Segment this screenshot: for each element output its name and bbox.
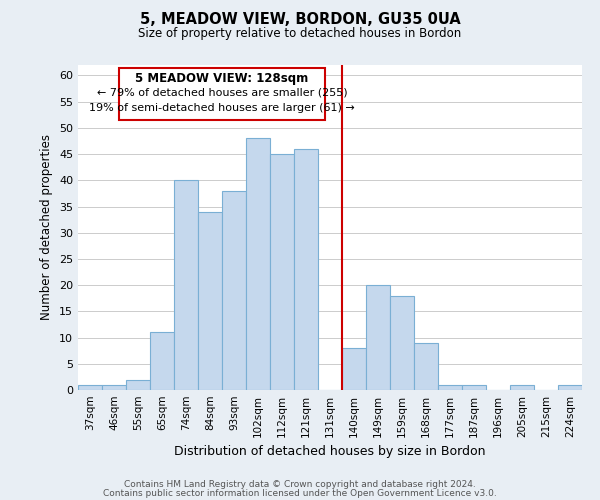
Bar	[246, 138, 270, 390]
Bar	[438, 385, 462, 390]
Bar	[222, 191, 246, 390]
Bar	[102, 385, 126, 390]
Text: ← 79% of detached houses are smaller (255): ← 79% of detached houses are smaller (25…	[97, 88, 347, 98]
Text: 5, MEADOW VIEW, BORDON, GU35 0UA: 5, MEADOW VIEW, BORDON, GU35 0UA	[140, 12, 460, 28]
Bar	[558, 385, 582, 390]
Bar	[126, 380, 150, 390]
Bar	[390, 296, 414, 390]
Text: 19% of semi-detached houses are larger (61) →: 19% of semi-detached houses are larger (…	[89, 103, 355, 113]
Bar	[414, 343, 438, 390]
X-axis label: Distribution of detached houses by size in Bordon: Distribution of detached houses by size …	[174, 446, 486, 458]
Text: Contains HM Land Registry data © Crown copyright and database right 2024.: Contains HM Land Registry data © Crown c…	[124, 480, 476, 489]
Bar	[366, 285, 390, 390]
Bar	[198, 212, 222, 390]
Text: Contains public sector information licensed under the Open Government Licence v3: Contains public sector information licen…	[103, 488, 497, 498]
Bar	[270, 154, 294, 390]
Bar	[78, 385, 102, 390]
FancyBboxPatch shape	[119, 68, 325, 120]
Text: 5 MEADOW VIEW: 128sqm: 5 MEADOW VIEW: 128sqm	[136, 72, 308, 85]
Bar	[342, 348, 366, 390]
Bar	[294, 149, 318, 390]
Bar	[174, 180, 198, 390]
Y-axis label: Number of detached properties: Number of detached properties	[40, 134, 53, 320]
Bar	[150, 332, 174, 390]
Bar	[462, 385, 486, 390]
Text: Size of property relative to detached houses in Bordon: Size of property relative to detached ho…	[139, 28, 461, 40]
Bar	[510, 385, 534, 390]
